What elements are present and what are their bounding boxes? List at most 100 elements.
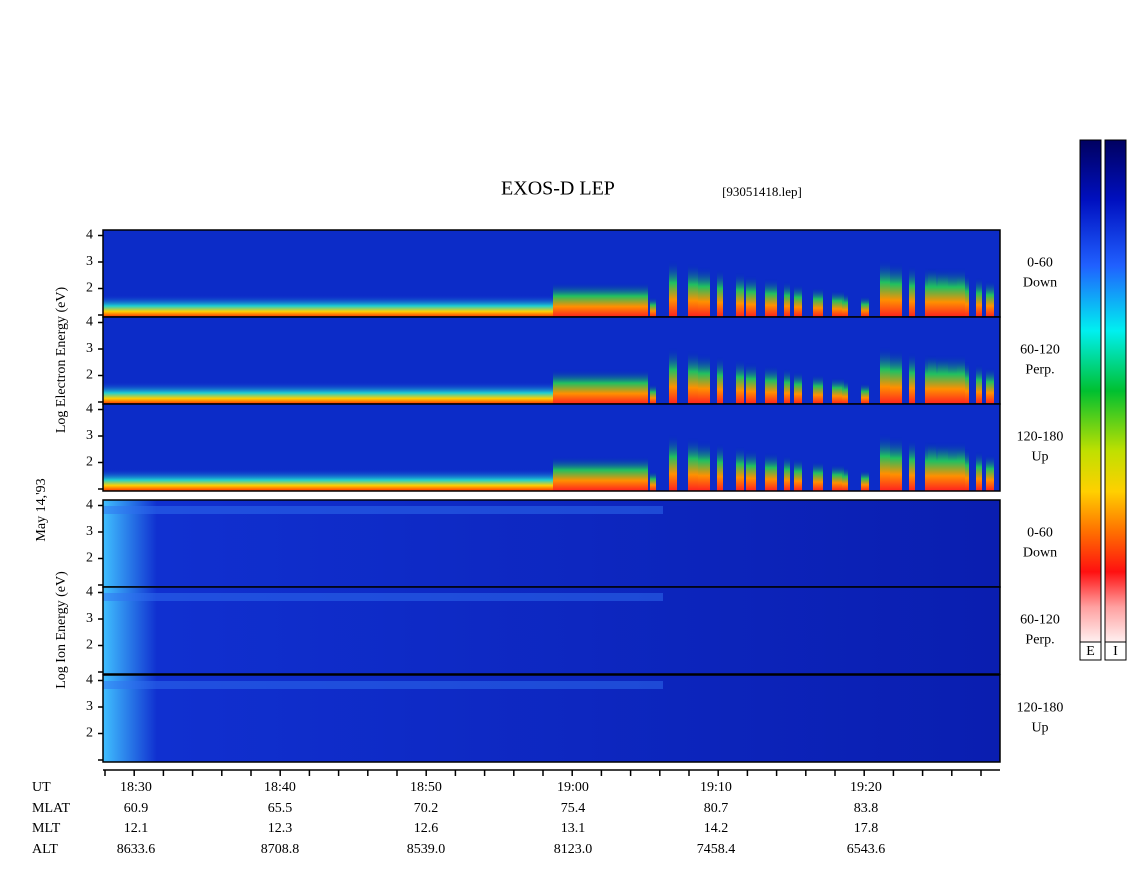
row-name: UT bbox=[32, 780, 51, 795]
burst bbox=[784, 455, 790, 491]
burst bbox=[880, 433, 890, 491]
burst bbox=[842, 293, 848, 317]
burst bbox=[746, 449, 756, 491]
angle-label: 60-120 bbox=[1020, 343, 1060, 358]
y-tick-label: 2 bbox=[86, 281, 93, 296]
low-energy-band bbox=[553, 282, 648, 317]
burst bbox=[650, 297, 656, 317]
burst bbox=[813, 374, 823, 404]
colorbar-label: E bbox=[1086, 644, 1095, 659]
burst bbox=[765, 278, 777, 317]
burst bbox=[832, 290, 844, 317]
burst bbox=[880, 346, 890, 404]
row-value: 60.9 bbox=[124, 801, 149, 816]
colorbar-label-box bbox=[1079, 641, 1102, 661]
burst bbox=[909, 439, 915, 491]
burst bbox=[669, 434, 677, 491]
burst bbox=[976, 364, 982, 404]
y-tick-label: 3 bbox=[86, 341, 93, 356]
burst bbox=[717, 356, 723, 404]
row-value: 14.2 bbox=[704, 821, 729, 836]
ion-axis-label: Log Ion Energy (eV) bbox=[54, 571, 69, 689]
burst bbox=[736, 446, 744, 491]
low-energy-band bbox=[553, 369, 648, 404]
y-tick-label: 3 bbox=[86, 611, 93, 626]
burst bbox=[842, 380, 848, 404]
burst bbox=[813, 461, 823, 491]
y-tick-label: 3 bbox=[86, 428, 93, 443]
row-name: MLT bbox=[32, 821, 61, 836]
row-value: 12.1 bbox=[124, 821, 149, 836]
burst bbox=[909, 352, 915, 404]
y-tick-label: 4 bbox=[86, 315, 93, 330]
row-value: 8708.8 bbox=[261, 842, 300, 857]
low-energy-band bbox=[103, 382, 553, 404]
burst bbox=[909, 265, 915, 317]
direction-label: Down bbox=[1023, 546, 1057, 561]
burst bbox=[976, 451, 982, 491]
row-value: 18:30 bbox=[120, 780, 152, 795]
direction-label: Up bbox=[1031, 721, 1048, 736]
burst bbox=[717, 443, 723, 491]
burst bbox=[736, 272, 744, 317]
burst bbox=[765, 365, 777, 404]
faint-band bbox=[103, 681, 663, 689]
burst bbox=[794, 458, 802, 491]
angle-label: 120-180 bbox=[1017, 701, 1064, 716]
row-value: 18:40 bbox=[264, 780, 296, 795]
row-value: 83.8 bbox=[854, 801, 879, 816]
row-value: 70.2 bbox=[414, 801, 439, 816]
colorbar bbox=[1104, 139, 1127, 643]
burst bbox=[813, 287, 823, 317]
row-value: 19:20 bbox=[850, 780, 882, 795]
y-tick-label: 2 bbox=[86, 638, 93, 653]
burst bbox=[650, 471, 656, 491]
angle-label: 120-180 bbox=[1017, 430, 1064, 445]
low-energy-band bbox=[553, 456, 648, 491]
row-value: 18:50 bbox=[410, 780, 442, 795]
angle-label: 60-120 bbox=[1020, 613, 1060, 628]
burst bbox=[794, 371, 802, 404]
spectrogram-panel bbox=[103, 587, 1000, 674]
y-tick-label: 2 bbox=[86, 551, 93, 566]
burst bbox=[765, 452, 777, 491]
row-value: 13.1 bbox=[561, 821, 586, 836]
row-value: 80.7 bbox=[704, 801, 729, 816]
date-label: May 14,'93 bbox=[34, 478, 49, 541]
direction-label: Perp. bbox=[1025, 363, 1054, 378]
spectrogram-panel bbox=[103, 500, 1000, 587]
burst bbox=[698, 353, 710, 404]
y-tick-label: 3 bbox=[86, 254, 93, 269]
spectrogram-panel bbox=[103, 675, 1000, 762]
angle-label: 0-60 bbox=[1027, 526, 1053, 541]
row-value: 17.8 bbox=[854, 821, 879, 836]
burst bbox=[976, 277, 982, 317]
burst bbox=[746, 275, 756, 317]
y-tick-label: 2 bbox=[86, 726, 93, 741]
burst bbox=[861, 296, 869, 317]
burst bbox=[861, 383, 869, 404]
burst bbox=[698, 266, 710, 317]
row-value: 75.4 bbox=[561, 801, 586, 816]
file-name: [93051418.lep] bbox=[722, 184, 802, 199]
y-tick-label: 4 bbox=[86, 228, 93, 243]
burst bbox=[736, 359, 744, 404]
y-tick-label: 4 bbox=[86, 498, 93, 513]
burst bbox=[890, 262, 902, 317]
row-value: 12.6 bbox=[414, 821, 439, 836]
y-tick-label: 3 bbox=[86, 524, 93, 539]
burst bbox=[784, 281, 790, 317]
burst bbox=[746, 362, 756, 404]
burst bbox=[698, 440, 710, 491]
burst bbox=[986, 280, 994, 317]
burst bbox=[717, 269, 723, 317]
low-energy-band bbox=[103, 469, 553, 491]
title: EXOS-D LEP bbox=[501, 178, 615, 200]
panel-frame bbox=[102, 403, 1001, 492]
burst bbox=[794, 284, 802, 317]
faint-band bbox=[103, 506, 663, 514]
burst bbox=[880, 259, 890, 317]
burst bbox=[925, 267, 965, 317]
panel-frame bbox=[102, 586, 1001, 675]
